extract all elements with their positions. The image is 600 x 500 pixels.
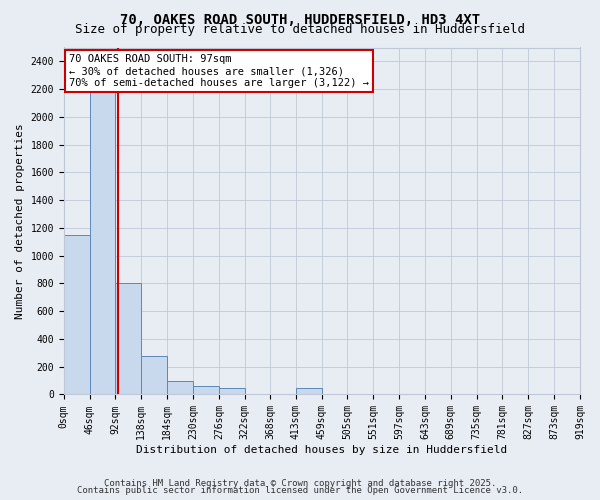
Bar — [64, 235, 89, 394]
Bar — [89, 76, 115, 394]
X-axis label: Distribution of detached houses by size in Huddersfield: Distribution of detached houses by size … — [136, 445, 508, 455]
Text: 70 OAKES ROAD SOUTH: 97sqm
← 30% of detached houses are smaller (1,326)
70% of s: 70 OAKES ROAD SOUTH: 97sqm ← 30% of deta… — [69, 54, 369, 88]
Text: Contains HM Land Registry data © Crown copyright and database right 2025.: Contains HM Land Registry data © Crown c… — [104, 478, 496, 488]
Text: Contains public sector information licensed under the Open Government Licence v3: Contains public sector information licen… — [77, 486, 523, 495]
Bar — [115, 284, 141, 395]
Bar — [219, 388, 245, 394]
Y-axis label: Number of detached properties: Number of detached properties — [15, 123, 25, 319]
Bar — [193, 386, 219, 394]
Text: 70, OAKES ROAD SOUTH, HUDDERSFIELD, HD3 4XT: 70, OAKES ROAD SOUTH, HUDDERSFIELD, HD3 … — [120, 12, 480, 26]
Bar — [296, 388, 322, 394]
Text: Size of property relative to detached houses in Huddersfield: Size of property relative to detached ho… — [75, 22, 525, 36]
Bar — [141, 356, 167, 395]
Bar — [167, 380, 193, 394]
